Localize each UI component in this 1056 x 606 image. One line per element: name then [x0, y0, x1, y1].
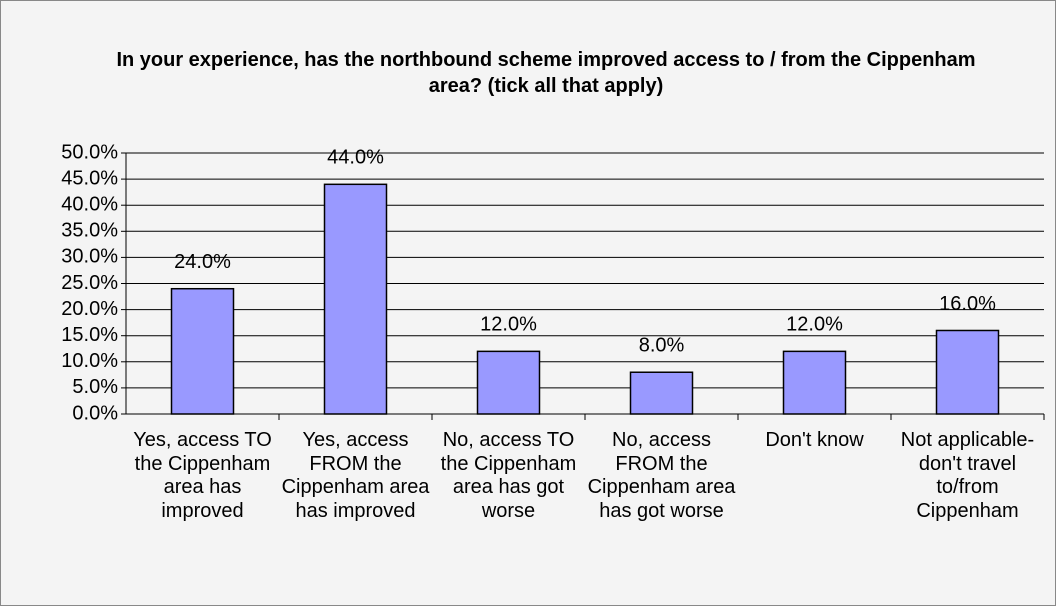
x-tick-label: Yes, access FROM the Cippenham area has … [281, 429, 430, 522]
bar [782, 350, 847, 415]
chart-title: In your experience, has the northbound s… [116, 49, 976, 97]
data-label: 24.0% [174, 251, 231, 273]
x-tick-label: No, access FROM the Cippenham area has g… [587, 429, 736, 522]
y-tick-label: 45.0% [61, 167, 118, 189]
y-tick-label: 0.0% [72, 402, 118, 424]
x-tick-label: Yes, access TO the Cippenham area has im… [133, 429, 272, 522]
data-label: 44.0% [327, 147, 384, 169]
bar [935, 329, 1000, 415]
data-label: 16.0% [939, 293, 996, 315]
data-label: 8.0% [639, 335, 685, 357]
bar [476, 350, 541, 415]
y-tick-label: 5.0% [72, 376, 118, 398]
data-label: 12.0% [786, 314, 843, 336]
y-tick-label: 10.0% [61, 350, 118, 372]
y-tick-label: 20.0% [61, 298, 118, 320]
bar [323, 183, 388, 415]
x-tick-label: Don't know [765, 429, 864, 451]
y-tick-label: 25.0% [61, 272, 118, 294]
y-tick-label: 50.0% [61, 141, 118, 163]
bar [629, 371, 694, 415]
data-label: 12.0% [480, 314, 537, 336]
y-tick-label: 40.0% [61, 193, 118, 215]
y-tick-label: 30.0% [61, 246, 118, 268]
x-tick-label: No, access TO the Cippenham area has got… [440, 429, 577, 522]
bar [170, 287, 235, 415]
x-tick-label: Not applicable- don't travel to/from Cip… [900, 429, 1035, 522]
y-tick-label: 15.0% [61, 324, 118, 346]
y-tick-label: 35.0% [61, 220, 118, 242]
